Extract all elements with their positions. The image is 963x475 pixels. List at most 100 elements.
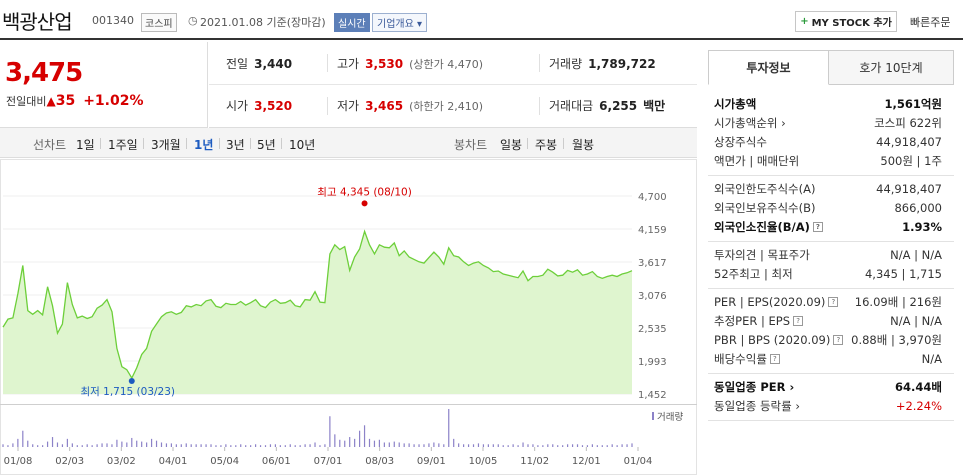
period-1d[interactable]: 1일 (76, 138, 95, 152)
volume-bar (552, 444, 554, 447)
volume-bar (393, 441, 395, 447)
volume-bar (601, 445, 603, 447)
volume-bar (388, 442, 390, 447)
volume-bar (547, 444, 549, 447)
volume-bar (522, 442, 524, 447)
info-label[interactable]: 시가총액순위 › (714, 115, 786, 130)
info-value: 1,561억원 (884, 96, 942, 111)
volume-bar (458, 443, 460, 447)
add-my-stock-button[interactable]: + MY STOCK 추가 (795, 11, 897, 32)
volume-bar (309, 444, 311, 447)
investment-info-list: 시가총액 1,561억원 시가총액순위 › 코스피 622위 상장주식수 44,918,4… (708, 94, 954, 421)
stock-name: 백광산업 (2, 10, 73, 34)
volume-bar (46, 441, 49, 447)
volume-bar (299, 445, 301, 447)
volume-bar (61, 444, 64, 447)
volume-bar (37, 445, 39, 447)
volume-bar (254, 444, 257, 447)
tab-order-book[interactable]: 호가 10단계 (829, 50, 954, 85)
volume-bar (586, 445, 589, 447)
stock-code: 001340 (92, 14, 134, 27)
period-10y[interactable]: 10년 (289, 138, 316, 152)
volume-bar (220, 445, 222, 447)
volume-bar (413, 444, 415, 447)
volume-bar (631, 443, 633, 447)
open-price: 시가 3,520 (226, 99, 293, 113)
investment-panel: 투자정보 호가 10단계 시가총액 1,561억원 시가총액순위 › 코스피 622위… (708, 50, 954, 472)
volume-bar (453, 438, 455, 447)
prev-close: 전일 3,440 (226, 57, 293, 71)
info-row: 외국인소진율(B/A)? 1.93% (708, 217, 954, 236)
info-row: PER | EPS(2020.09)? 16.09배 | 216원 (708, 292, 954, 311)
candle-monthly[interactable]: 월봉 (572, 138, 595, 152)
volume-bar (17, 438, 19, 447)
volume-bar (116, 439, 118, 447)
volume-bar (180, 444, 182, 447)
volume-bar (131, 437, 133, 447)
candle-daily[interactable]: 일봉 (500, 138, 523, 152)
volume-bar (443, 444, 445, 447)
price-stats: 전일 3,440 고가 3,530 (상한가 4,470) 거래량 1,789,… (209, 42, 697, 128)
tab-investment-info[interactable]: 투자정보 (708, 50, 829, 85)
candle-weekly[interactable]: 주봉 (535, 138, 558, 152)
volume-bar (581, 445, 584, 447)
price-chart-svg: 4,700 4,159 3,617 3,076 2,535 1,993 1,452 최고 4,… (0, 159, 697, 475)
info-label: 액면가 | 매매단위 (714, 153, 800, 168)
volume-bar (472, 444, 475, 447)
period-1y[interactable]: 1년 (194, 138, 214, 152)
info-label: 외국인한도주식수(A) (714, 181, 816, 196)
volume-bar (91, 445, 93, 447)
volume-bar (284, 445, 286, 447)
volume-bar (448, 409, 450, 447)
x-tick-label: 11/02 (520, 456, 549, 467)
info-row: 동일업종 등락률 › +2.24% (708, 396, 954, 415)
realtime-badge[interactable]: 실시간 (334, 13, 370, 32)
volume-bar (339, 439, 341, 447)
help-icon[interactable]: ? (793, 316, 804, 326)
volume-bar (170, 443, 172, 447)
volume-bar (160, 442, 163, 447)
volume-bar (562, 445, 564, 447)
volume-bar (235, 445, 237, 447)
volume-bar (150, 438, 153, 447)
info-label[interactable]: 동일업종 등락률 › (714, 398, 800, 413)
volume-bar (334, 434, 336, 447)
volume-bar (294, 445, 296, 447)
volume-bar (175, 444, 177, 447)
help-icon[interactable]: ? (769, 354, 780, 364)
volume-bar (567, 444, 569, 447)
volume-bar (557, 445, 559, 447)
volume-bar (512, 444, 514, 447)
change-label: 전일대비 (6, 95, 47, 108)
period-5y[interactable]: 5년 (257, 138, 276, 152)
info-value: N/A (921, 351, 942, 366)
info-label[interactable]: 동일업종 PER › (714, 379, 795, 394)
volume-bar (7, 445, 9, 447)
volume-bar (621, 444, 623, 447)
help-icon[interactable]: ? (812, 222, 823, 232)
volume-bar (274, 444, 277, 447)
price-chart[interactable]: 4,700 4,159 3,617 3,076 2,535 1,993 1,452 최고 4,… (0, 159, 697, 475)
volume-bar (344, 440, 346, 447)
volume-bar (428, 443, 430, 447)
quick-order-link[interactable]: 빠른주문 (910, 16, 951, 29)
volume-bar (363, 425, 366, 447)
period-1w[interactable]: 1주일 (108, 138, 138, 152)
help-icon[interactable]: ? (833, 335, 844, 345)
period-3m[interactable]: 3개월 (151, 138, 181, 152)
volume-bar (611, 444, 613, 447)
volume-bar (215, 445, 217, 447)
company-overview-dropdown[interactable]: 기업개요 ▾ (372, 13, 427, 32)
info-group: 외국인한도주식수(A) 44,918,407 외국인보유주식수(B) 866,000 외… (708, 176, 954, 242)
volume-bar (596, 445, 598, 447)
info-value: 44,918,407 (876, 181, 942, 196)
info-group: 시가총액 1,561억원 시가총액순위 › 코스피 622위 상장주식수 44,918,4… (708, 94, 954, 176)
volume-bar (304, 444, 306, 447)
volume-bar (537, 445, 539, 447)
help-icon[interactable]: ? (828, 297, 839, 307)
x-tick-label: 06/01 (262, 456, 291, 467)
info-label: PER | EPS(2020.09)? (714, 295, 839, 309)
volume-bar (438, 443, 440, 447)
volume-bar (423, 444, 425, 447)
period-3y[interactable]: 3년 (226, 138, 245, 152)
